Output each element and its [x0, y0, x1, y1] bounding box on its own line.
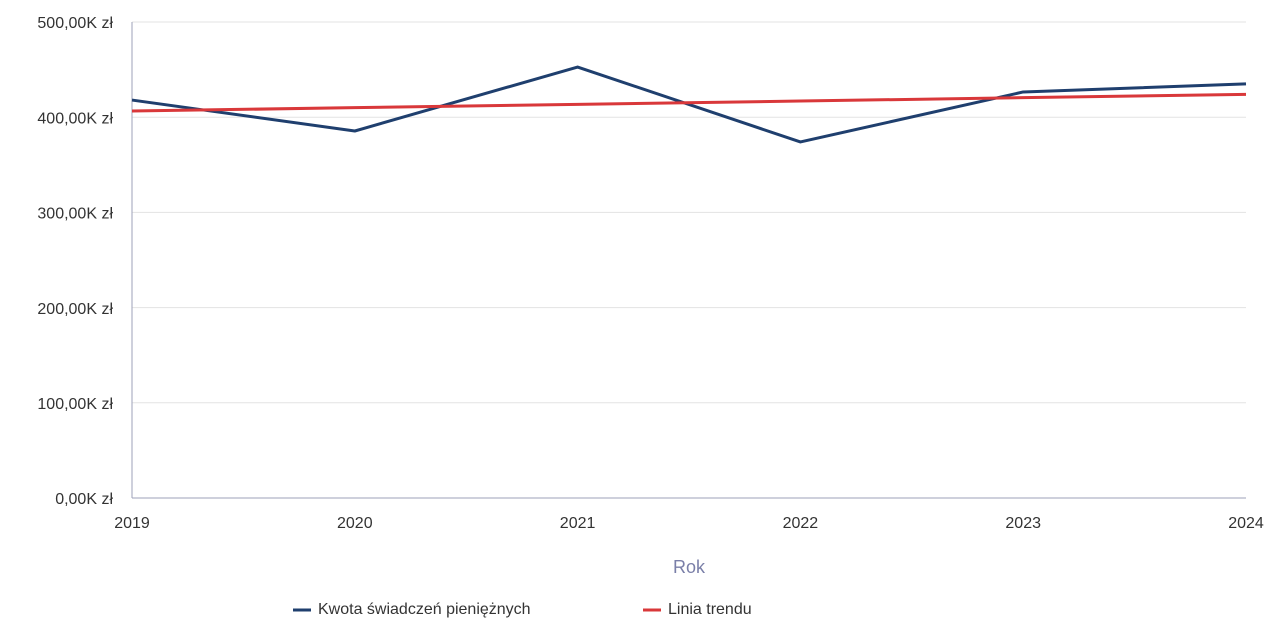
x-tick-label: 2019	[114, 515, 150, 532]
x-tick-label: 2024	[1228, 515, 1264, 532]
y-tick-label: 200,00K zł	[37, 301, 113, 318]
series-line	[131, 65, 1247, 144]
y-tick-label: 500,00K zł	[37, 15, 113, 32]
y-tick-label: 400,00K zł	[37, 110, 113, 127]
x-tick-label: 2022	[783, 515, 819, 532]
x-tick-label: 2023	[1005, 515, 1041, 532]
x-tick-label: 2021	[560, 515, 596, 532]
x-tick-label: 2020	[337, 515, 373, 532]
series-line	[131, 92, 1247, 113]
y-tick-label: 300,00K zł	[37, 206, 113, 223]
y-tick-label: 0,00K zł	[55, 491, 113, 508]
legend-label: Kwota świadczeń pieniężnych	[318, 601, 531, 618]
legend-label: Linia trendu	[668, 601, 752, 618]
x-axis-label: Rok	[673, 557, 706, 577]
y-tick-label: 100,00K zł	[37, 396, 113, 413]
